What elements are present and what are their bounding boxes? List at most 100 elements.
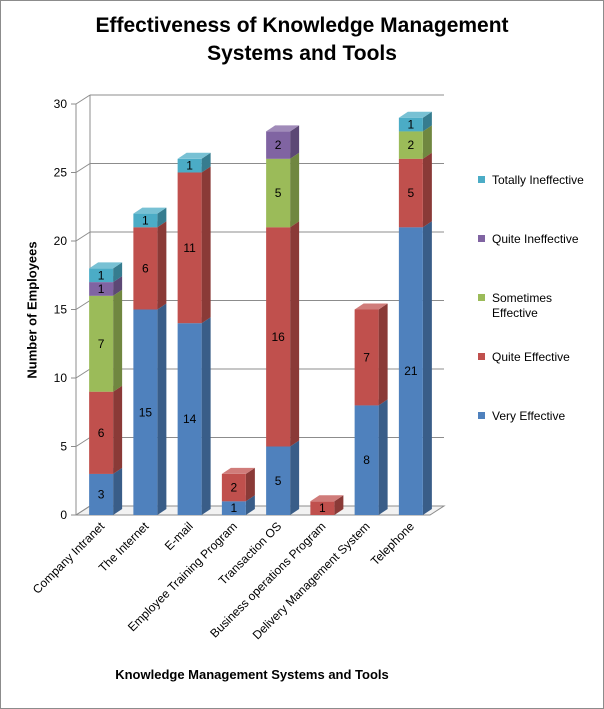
data-label: 1 [231, 501, 238, 515]
legend-swatch [478, 176, 485, 183]
data-label: 5 [408, 186, 415, 200]
gridline-diagonal [75, 94, 91, 105]
bar-side-quite-effective [290, 221, 300, 447]
legend-label: Quite Effective [492, 350, 570, 364]
bar-side-sometimes-effective [422, 125, 432, 159]
bar-segment-very-effective [266, 446, 291, 515]
legend-swatch [478, 294, 485, 301]
data-label: 1 [186, 159, 193, 173]
y-tick-label: 15 [54, 303, 68, 317]
x-tick-label: Company Intranet [30, 519, 108, 597]
bar-segment-quite-effective [266, 227, 291, 447]
y-tick-label: 25 [54, 166, 68, 180]
bar-segment-very-effective [177, 323, 202, 515]
data-label: 5 [275, 474, 282, 488]
bar-segment-very-effective [398, 227, 423, 516]
bar-side-very-effective [422, 221, 432, 516]
data-label: 1 [408, 118, 415, 132]
legend-swatch [478, 412, 485, 419]
bar-segment-very-effective [89, 473, 114, 515]
bar-segment-quite-effective [310, 501, 335, 515]
bar-segment-very-effective [354, 405, 379, 515]
legend-label: Sometimes Effective [492, 291, 553, 320]
bar-top-totally-ineffective [133, 207, 167, 214]
bar-side-quite-effective [334, 495, 344, 515]
bar-side-quite-effective [378, 303, 388, 406]
x-tick-label: E-mail [162, 519, 196, 553]
bar-side-very-effective [245, 495, 255, 515]
data-label: 2 [408, 138, 415, 152]
data-label: 2 [275, 138, 282, 152]
legend-label: Quite Ineffective [492, 232, 579, 246]
bar-segment-totally-ineffective [89, 268, 114, 283]
bar-side-quite-effective [113, 385, 123, 474]
bar-segment-quite-effective [221, 473, 246, 502]
data-label: 21 [404, 364, 418, 378]
bar-segment-sometimes-effective [266, 158, 291, 228]
x-axis-label: Knowledge Management Systems and Tools [115, 667, 389, 682]
bar-segment-quite-effective [177, 172, 202, 324]
gridline-diagonal [75, 505, 91, 516]
chart-title-line-1: Effectiveness of Knowledge Management [95, 14, 509, 37]
bar-side-quite-effective [245, 467, 255, 502]
bar-side-very-effective [113, 467, 123, 515]
bar-top-totally-ineffective [177, 152, 211, 159]
x-tick-label: Telephone [368, 519, 417, 568]
bar-side-quite-effective [201, 166, 211, 324]
bar-segment-totally-ineffective [177, 158, 202, 173]
bar-segment-sometimes-effective [89, 295, 114, 392]
bar-side-totally-ineffective [422, 111, 432, 132]
data-label: 7 [363, 350, 370, 364]
data-label: 6 [142, 261, 149, 275]
legend-label: Totally Ineffective [492, 173, 584, 187]
legend-label: Very Effective [492, 409, 566, 423]
data-label: 1 [98, 282, 105, 296]
floor [74, 505, 446, 516]
gridline-diagonal [75, 368, 91, 379]
bar-segment-quite-effective [89, 391, 114, 474]
data-label: 8 [363, 453, 370, 467]
bar-segment-quite-ineffective [89, 282, 114, 296]
bar-top-quite-ineffective [266, 125, 300, 132]
bar-top-quite-effective [354, 303, 388, 310]
bar-segment-totally-ineffective [398, 117, 423, 132]
bar-side-sometimes-effective [113, 289, 123, 392]
data-label: 5 [275, 186, 282, 200]
bar-side-very-effective [378, 399, 388, 515]
gridline-diagonal [75, 231, 91, 242]
data-label: 14 [183, 412, 197, 426]
bar-segment-very-effective [221, 501, 246, 515]
legend-swatch [478, 235, 485, 242]
y-axis-label: Number of Employees [24, 241, 40, 379]
data-label: 1 [98, 268, 105, 282]
bar-segment-quite-ineffective [266, 131, 291, 159]
bar-segment-quite-effective [133, 227, 158, 310]
bar-side-sometimes-effective [290, 152, 300, 228]
data-label: 7 [98, 337, 105, 351]
bar-top-quite-effective [310, 495, 344, 502]
data-label: 3 [98, 487, 105, 501]
bar-side-totally-ineffective [201, 152, 211, 173]
y-tick-label: 5 [60, 440, 67, 454]
bar-segment-totally-ineffective [133, 213, 158, 228]
gridline-diagonal [75, 437, 91, 447]
bar-top-quite-effective [221, 467, 255, 474]
y-tick-label: 20 [54, 234, 68, 248]
gridline-diagonal [75, 300, 91, 310]
gridline-diagonal [75, 163, 91, 173]
bar-segment-very-effective [133, 309, 158, 515]
y-tick-label: 30 [54, 97, 68, 111]
bar-side-very-effective [290, 440, 300, 515]
bar-side-quite-effective [422, 152, 432, 228]
bar-top-totally-ineffective [89, 262, 123, 269]
bar-side-very-effective [157, 303, 167, 515]
bar-side-very-effective [201, 317, 211, 515]
bar-top-totally-ineffective [398, 111, 432, 118]
bar-side-quite-effective [157, 221, 167, 310]
y-tick-label: 10 [54, 371, 68, 385]
bar-segment-quite-effective [354, 309, 379, 406]
bar-side-totally-ineffective [113, 262, 123, 283]
data-label: 15 [139, 405, 153, 419]
data-label: 6 [98, 426, 105, 440]
